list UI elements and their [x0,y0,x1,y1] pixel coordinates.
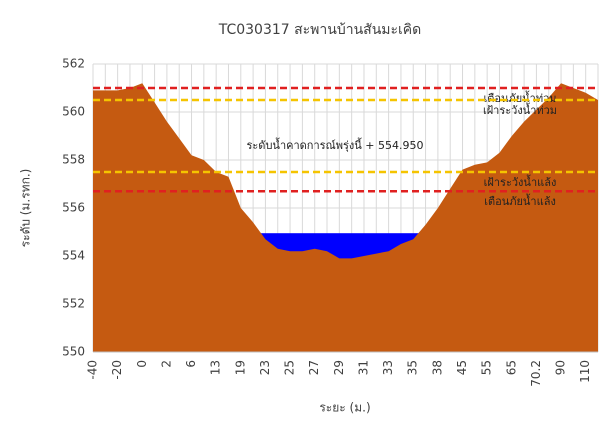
y-tick-label: 562 [62,57,85,71]
ground-area [93,83,598,352]
x-tick-label: -40 [86,360,100,380]
x-tick-label: 2 [159,360,173,368]
x-tick-label: 13 [209,360,223,375]
threshold-label: เตือนภัยน้ำแล้ง [484,193,556,208]
x-tick-label: 65 [504,360,518,375]
y-tick-label: 552 [62,297,85,311]
y-tick-label: 556 [62,201,85,215]
y-axis-title: ระดับ (ม.รทก.) [19,169,33,248]
x-tick-label: -20 [110,360,124,380]
y-tick-label: 558 [62,153,85,167]
x-tick-label: 55 [480,360,494,375]
x-tick-label: 33 [381,360,395,375]
x-tick-label: 25 [283,360,297,375]
x-tick-label: 35 [406,360,420,375]
y-tick-label: 560 [62,105,85,119]
x-tick-label: 29 [332,360,346,375]
x-tick-label: 110 [578,360,592,383]
x-axis-title: ระยะ (ม.) [319,401,370,415]
x-tick-label: 90 [554,360,568,375]
y-tick-label: 550 [62,345,85,359]
threshold-label: เฝ้าระวังน้ำท่วม [483,102,557,117]
x-tick-label: 0 [135,360,149,368]
x-tick-label: 70.2 [529,360,543,387]
x-tick-label: 31 [356,360,370,375]
x-tick-label: 6 [184,360,198,368]
x-tick-label: 19 [233,360,247,375]
x-tick-label: 45 [455,360,469,375]
y-tick-label: 554 [62,249,85,263]
threshold-label: เตือนภัยน้ำท่วม [483,90,556,105]
x-tick-label: 27 [307,360,321,375]
x-tick-label: 38 [430,360,444,375]
water-level-label: ระดับน้ำคาดการณ์พรุ่งนี้ + 554.950 [246,137,423,152]
threshold-label: เฝ้าระวังน้ำแล้ง [484,174,557,189]
chart-title: TC030317 สะพานบ้านสันมะเคิด [218,22,422,38]
x-tick-label: 23 [258,360,272,375]
